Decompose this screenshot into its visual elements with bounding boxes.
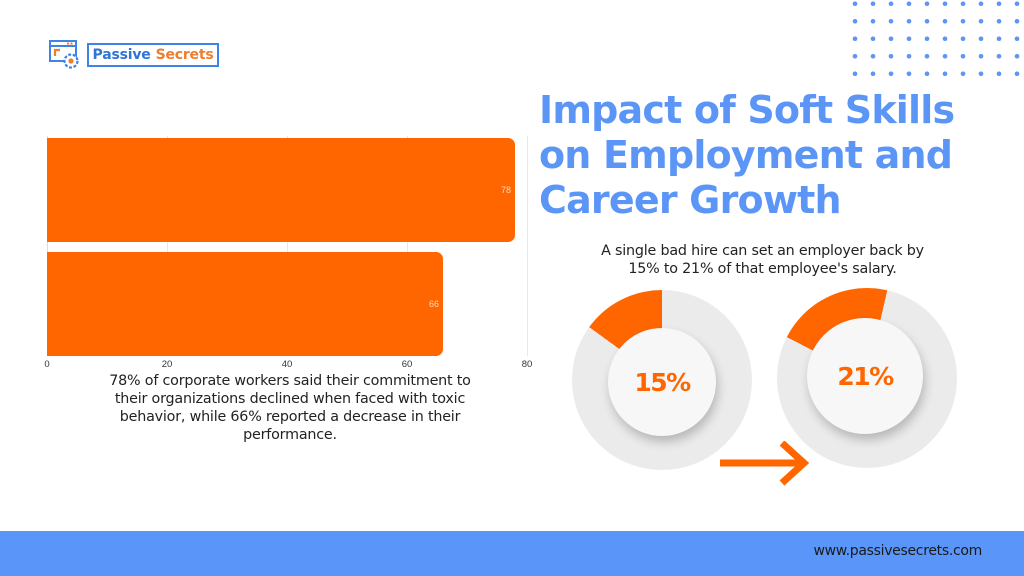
x-tick: 20: [161, 359, 173, 370]
bar-value-label: 78: [500, 185, 511, 195]
decorative-dot-grid: [846, 0, 1024, 85]
gridline-20: [167, 136, 168, 356]
horizontal-bar-chart: 78 66 0 20 40 60 80: [44, 136, 532, 370]
page-title: Impact of Soft Skills on Employment and …: [539, 88, 955, 222]
x-tick: 40: [281, 359, 293, 370]
donut-center-label: 15%: [608, 328, 716, 436]
donut-caption: A single bad hire can set an employer ba…: [601, 243, 924, 277]
x-tick: 80: [521, 359, 533, 370]
gridline-40: [287, 136, 288, 356]
donut-center-label: 21%: [807, 318, 923, 434]
logo[interactable]: [49, 40, 83, 70]
gridline-60: [407, 136, 408, 356]
website-link[interactable]: www.passivesecrets.com: [813, 543, 982, 559]
logo-wordmark[interactable]: Passive Secrets: [87, 43, 219, 67]
x-tick: 60: [401, 359, 413, 370]
x-tick: 0: [44, 359, 50, 370]
gridline-80: [527, 136, 528, 356]
logo-text-secrets: Secrets: [155, 47, 214, 63]
browser-gear-icon: [49, 40, 79, 69]
bar-chart-caption: 78% of corporate workers said their comm…: [109, 373, 471, 443]
footer-bar: www.passivesecrets.com: [0, 531, 1024, 576]
bar-commitment: 78: [47, 138, 515, 242]
bar-performance: 66: [47, 252, 443, 356]
y-axis-line: [47, 136, 48, 356]
logo-text-passive: Passive: [92, 47, 151, 63]
bar-value-label: 66: [428, 299, 439, 309]
arrow-right-icon: [720, 441, 810, 486]
donut-chart-21: 21%: [777, 288, 957, 468]
donut-chart-15: 15%: [572, 290, 752, 470]
